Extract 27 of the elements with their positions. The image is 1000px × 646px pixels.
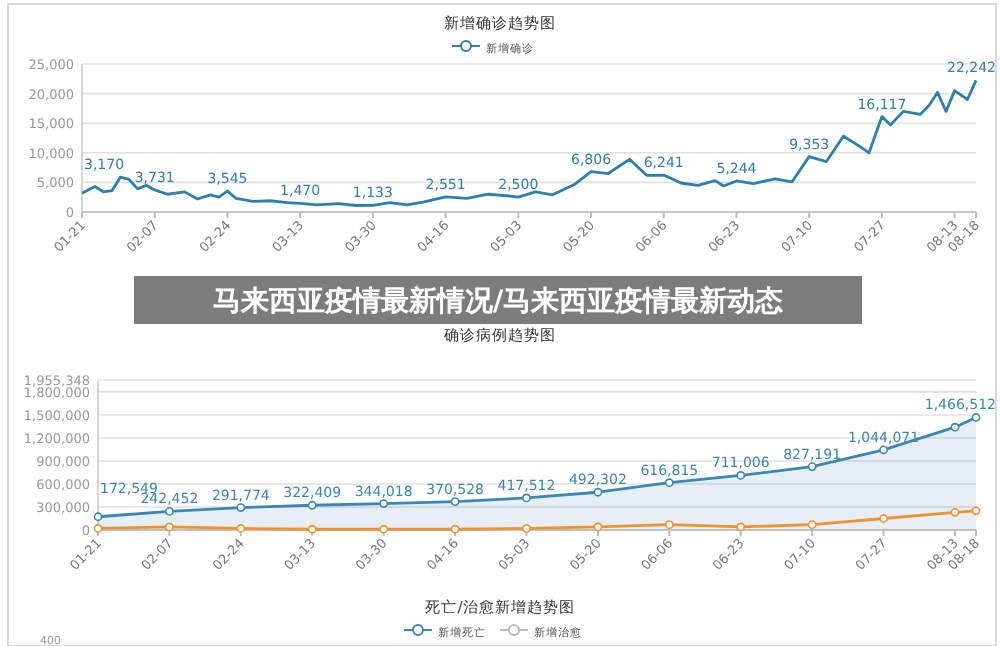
point [950, 507, 960, 517]
point [522, 493, 531, 503]
point [664, 520, 674, 530]
point [807, 520, 817, 530]
point [736, 522, 746, 532]
point [593, 487, 603, 497]
point [379, 524, 389, 534]
point [165, 522, 174, 532]
point [736, 471, 746, 480]
point [165, 507, 174, 516]
point [450, 524, 460, 534]
point [236, 524, 246, 533]
point [879, 445, 888, 455]
point [450, 497, 460, 506]
point [879, 514, 888, 523]
point [522, 524, 531, 533]
point [379, 499, 389, 509]
point [93, 512, 103, 522]
point [807, 462, 817, 471]
line-series [80, 78, 978, 207]
point [593, 522, 603, 532]
point [950, 422, 960, 432]
point [307, 524, 317, 534]
banner: 马来西亚疫情最新情况/马来西亚疫情最新动态 [134, 276, 862, 324]
point [664, 478, 674, 488]
point [236, 503, 246, 513]
point [307, 500, 317, 510]
